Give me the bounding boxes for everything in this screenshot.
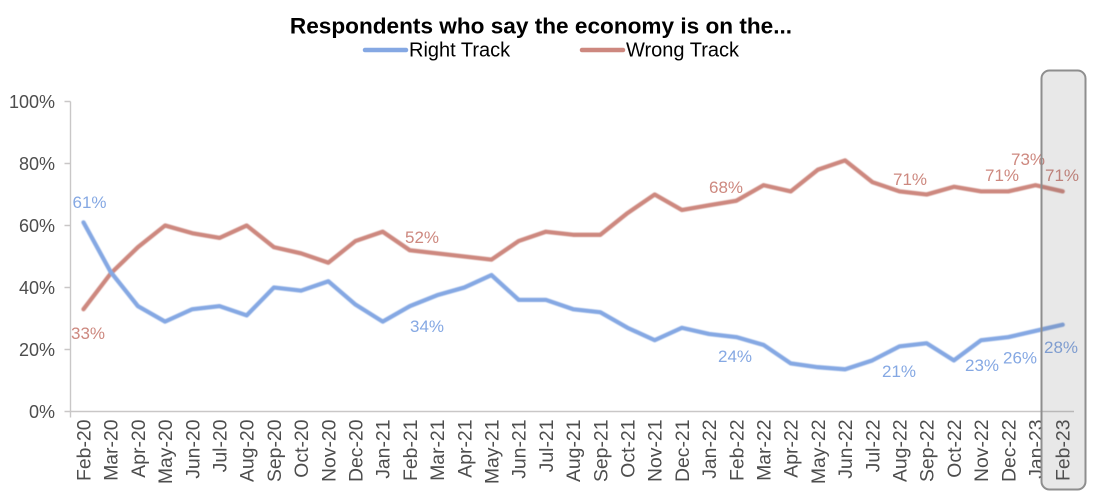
- svg-text:Jul-21: Jul-21: [536, 420, 558, 473]
- svg-text:Aug-20: Aug-20: [237, 419, 259, 482]
- svg-text:71%: 71%: [893, 170, 927, 189]
- svg-text:40%: 40%: [19, 278, 55, 298]
- svg-text:0%: 0%: [29, 402, 55, 422]
- svg-text:Feb-21: Feb-21: [400, 420, 422, 481]
- svg-text:Jun-20: Jun-20: [182, 419, 204, 479]
- svg-text:33%: 33%: [71, 324, 105, 343]
- svg-text:52%: 52%: [405, 228, 439, 247]
- svg-text:Wrong Track: Wrong Track: [626, 40, 740, 62]
- svg-text:Right Track: Right Track: [409, 40, 511, 62]
- svg-text:Nov-22: Nov-22: [971, 420, 993, 483]
- svg-text:Dec-20: Dec-20: [346, 419, 368, 482]
- svg-text:21%: 21%: [882, 362, 916, 381]
- svg-text:100%: 100%: [9, 92, 55, 112]
- svg-text:Sep-20: Sep-20: [264, 419, 286, 482]
- svg-text:Jan-21: Jan-21: [373, 420, 395, 479]
- svg-text:73%: 73%: [1011, 150, 1045, 169]
- svg-text:Jul-20: Jul-20: [210, 419, 232, 472]
- svg-text:Sep-22: Sep-22: [917, 420, 939, 483]
- svg-text:Aug-21: Aug-21: [563, 420, 585, 483]
- svg-text:May-20: May-20: [155, 419, 177, 484]
- svg-text:Sep-21: Sep-21: [590, 420, 612, 483]
- svg-text:Feb-20: Feb-20: [74, 419, 96, 481]
- svg-text:60%: 60%: [19, 216, 55, 236]
- svg-text:80%: 80%: [19, 154, 55, 174]
- svg-text:Mar-20: Mar-20: [101, 419, 123, 481]
- svg-text:Aug-22: Aug-22: [890, 420, 912, 483]
- svg-text:34%: 34%: [410, 317, 444, 336]
- svg-text:Oct-21: Oct-21: [618, 420, 640, 478]
- svg-text:Apr-21: Apr-21: [454, 420, 476, 478]
- svg-text:Jul-22: Jul-22: [862, 420, 884, 473]
- svg-text:Nov-20: Nov-20: [318, 419, 340, 482]
- svg-text:71%: 71%: [985, 166, 1019, 185]
- svg-text:Jun-21: Jun-21: [509, 420, 531, 479]
- svg-text:May-22: May-22: [808, 420, 830, 485]
- svg-text:68%: 68%: [709, 178, 743, 197]
- svg-text:Dec-22: Dec-22: [998, 420, 1020, 483]
- svg-text:26%: 26%: [1003, 349, 1037, 368]
- svg-text:24%: 24%: [718, 347, 752, 366]
- svg-text:Mar-22: Mar-22: [754, 420, 776, 481]
- svg-text:May-21: May-21: [482, 420, 504, 485]
- svg-text:23%: 23%: [965, 356, 999, 375]
- svg-text:Oct-22: Oct-22: [944, 420, 966, 478]
- svg-text:Respondents who say the econom: Respondents who say the economy is on th…: [290, 14, 792, 39]
- svg-text:Jan-22: Jan-22: [699, 420, 721, 479]
- svg-text:20%: 20%: [19, 340, 55, 360]
- svg-text:Apr-20: Apr-20: [128, 419, 150, 477]
- svg-text:Nov-21: Nov-21: [645, 420, 667, 483]
- svg-text:Mar-21: Mar-21: [427, 420, 449, 481]
- svg-text:28%: 28%: [1044, 338, 1078, 357]
- svg-text:Apr-22: Apr-22: [781, 420, 803, 478]
- svg-text:Feb-22: Feb-22: [726, 420, 748, 481]
- svg-text:Jun-22: Jun-22: [835, 420, 857, 479]
- svg-text:61%: 61%: [72, 193, 106, 212]
- svg-text:Feb-23: Feb-23: [1053, 420, 1075, 481]
- svg-text:71%: 71%: [1045, 166, 1079, 185]
- svg-text:Oct-20: Oct-20: [291, 419, 313, 477]
- svg-text:Dec-21: Dec-21: [672, 420, 694, 483]
